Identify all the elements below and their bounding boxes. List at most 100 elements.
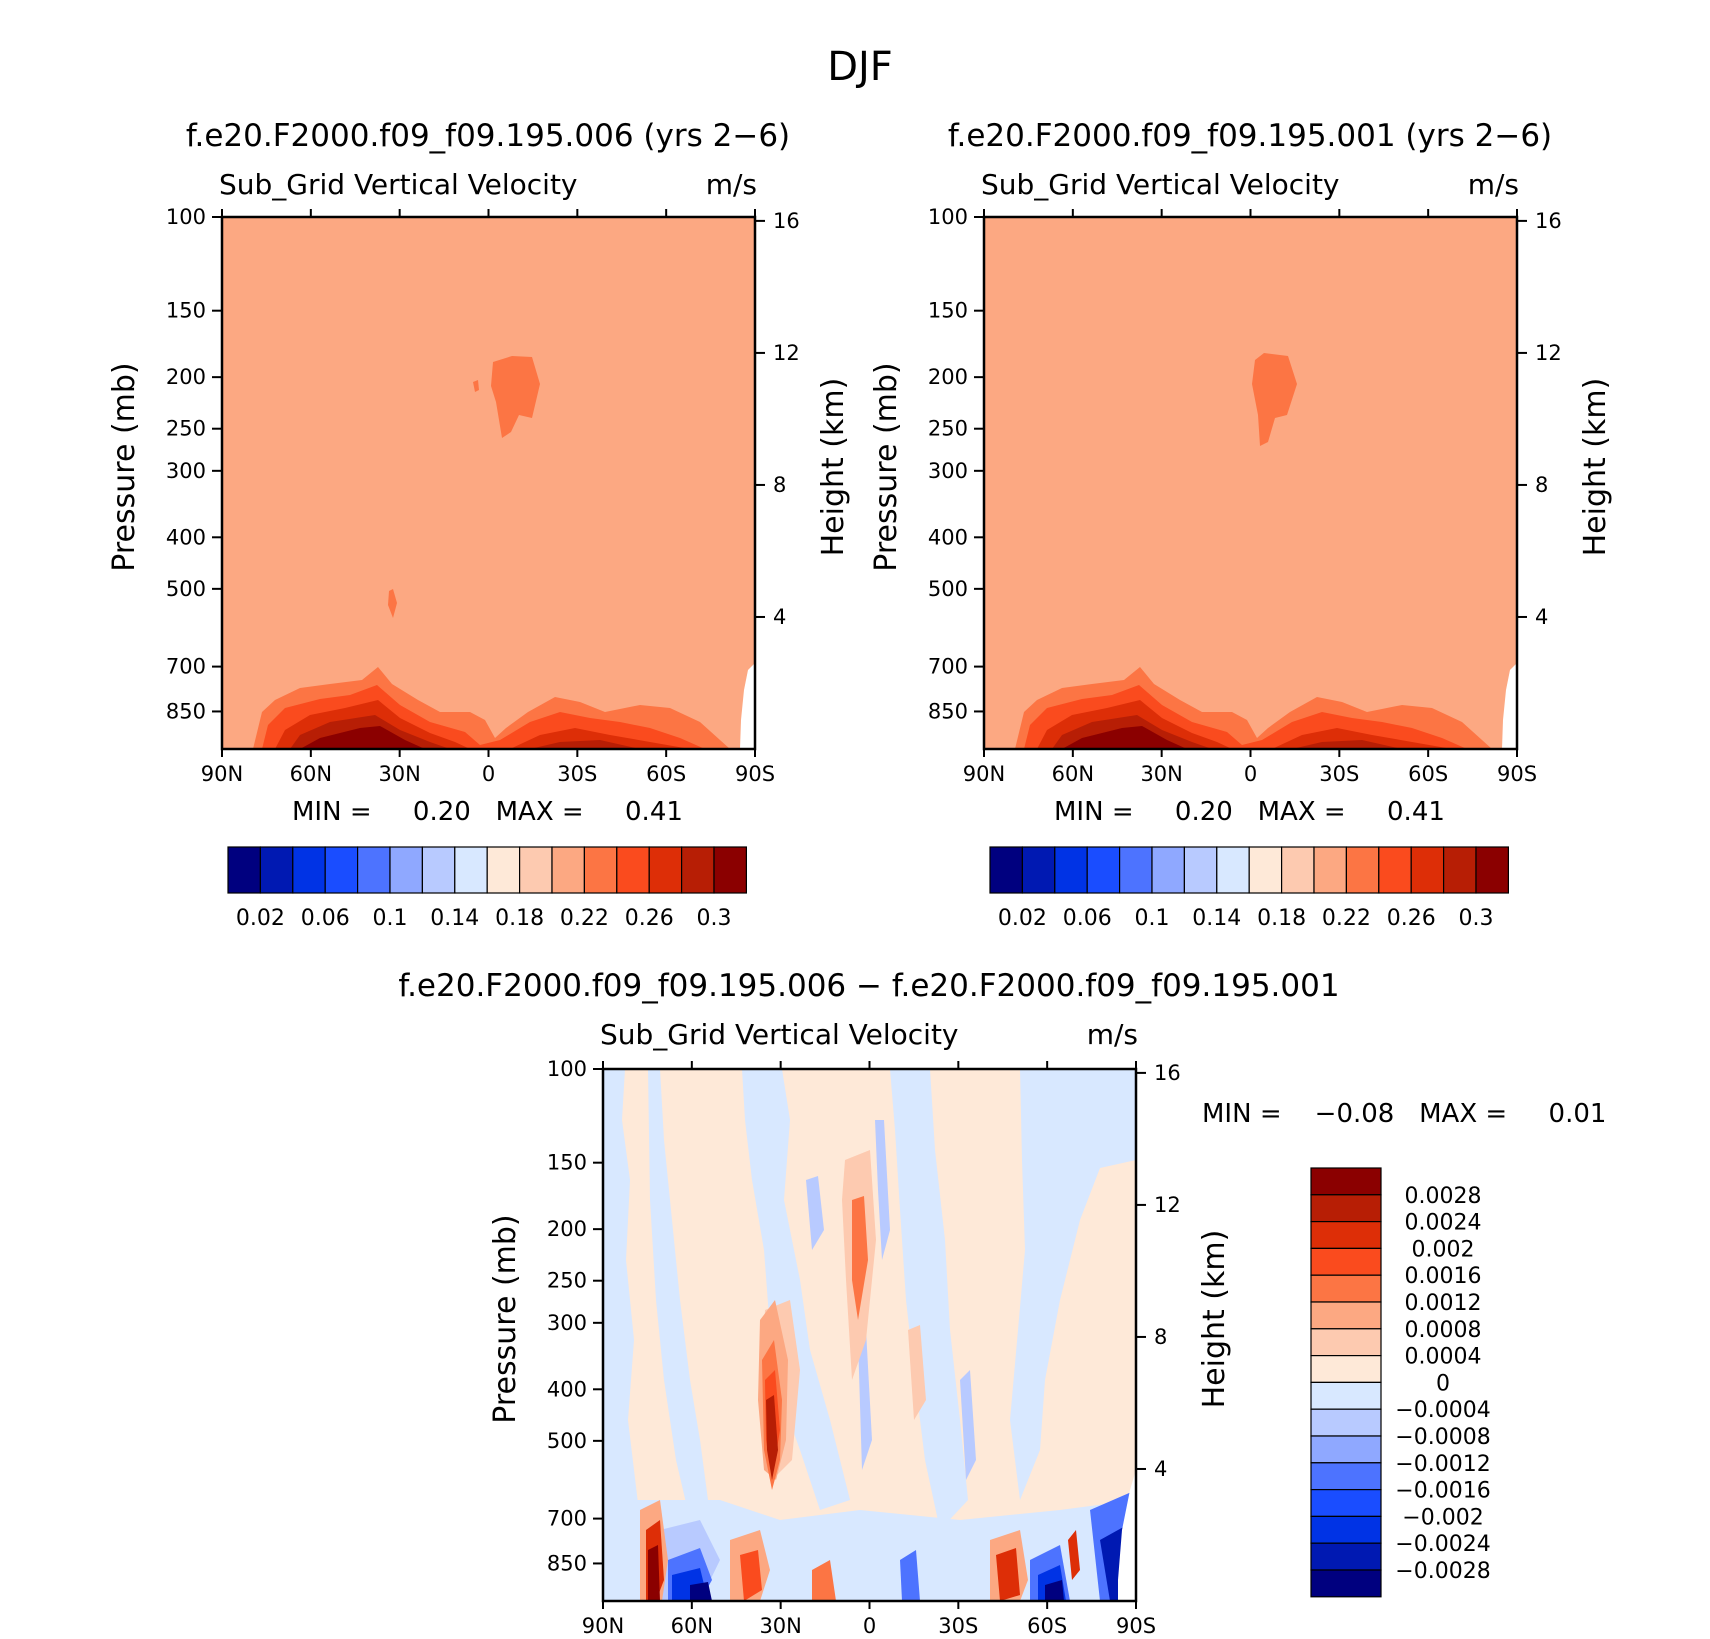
left-colorbar-swatch [357, 846, 391, 894]
right-colorbar-label: 0.14 [1192, 906, 1241, 931]
left-x-tick-label: 30N [378, 762, 420, 786]
right-colorbar-swatch [1313, 846, 1348, 894]
right-colorbar-swatch [1475, 846, 1510, 894]
diff-colorbar-swatch [1310, 1194, 1382, 1223]
diff-x-tick-label: 90N [582, 1614, 624, 1638]
diff-colorbar-swatch [1310, 1354, 1382, 1383]
diff-pos-region-7 [766, 1395, 778, 1480]
left-colorbar-swatch [486, 846, 521, 894]
diff-y2label: Height (km) [1197, 1230, 1232, 1409]
panel-left-units: m/s [706, 168, 757, 201]
diff-colorbar-label: −0.002 [1402, 1505, 1483, 1530]
diff-neg-region-20 [900, 1550, 920, 1601]
diff-y-tick-label: 500 [547, 1429, 587, 1453]
diff-neg-region-4 [890, 1069, 968, 1530]
right-x-tick-label: 30S [1319, 762, 1359, 786]
left-y2-tick-label: 4 [773, 605, 786, 629]
panel-right-axes: 90N 60N 30N 0 30S 60S 90S 100 150 200 250 300 400 500… [869, 205, 1613, 786]
right-colorbar-swatch [1248, 846, 1283, 894]
panel-right-colorbar: 0.02 0.06 0.1 0.14 0.18 0.22 0.26 0.3 [989, 846, 1510, 931]
right-y-tick-label: 850 [928, 699, 968, 723]
left-colorbar-label: 0.06 [301, 906, 350, 931]
left-ylabel: Pressure (mb) [107, 362, 142, 571]
diff-pos-region-17 [812, 1560, 836, 1601]
diff-pos-region-16 [1068, 1530, 1080, 1580]
left-x-tick-label: 60N [290, 762, 332, 786]
diff-x-tick-label: 30S [938, 1614, 978, 1638]
right-y2-tick-label: 8 [1535, 473, 1548, 497]
diff-colorbar-label: 0.0012 [1405, 1291, 1482, 1316]
left-colorbar-label: 0.18 [495, 906, 544, 931]
panel-right-units: m/s [1468, 168, 1519, 201]
left-colorbar-swatch [648, 846, 683, 894]
diff-y-tick-label: 700 [547, 1507, 587, 1531]
diff-y2-tick-label: 12 [1154, 1193, 1181, 1217]
diff-y-tick-label: 150 [547, 1151, 587, 1175]
diff-colorbar-swatch [1310, 1220, 1382, 1249]
diff-y-tick-label: 100 [547, 1057, 587, 1081]
right-y2-tick-label: 12 [1535, 341, 1562, 365]
right-y-tick-label: 250 [928, 417, 968, 441]
diff-neg-region-17 [1045, 1580, 1064, 1601]
right-colorbar-swatch [1216, 846, 1250, 894]
right-y-tick-label: 150 [928, 299, 968, 323]
diff-y2-tick-label: 8 [1154, 1325, 1167, 1349]
diff-neg-region-2 [648, 1069, 708, 1520]
left-x-tick-label: 30S [557, 762, 597, 786]
panel-left-colorbar: 0.02 0.06 0.1 0.14 0.18 0.22 0.26 0.3 [227, 846, 748, 931]
right-colorbar-swatch [1442, 846, 1477, 894]
right-x-tick-label: 60N [1052, 762, 1094, 786]
left-y-tick-label: 150 [166, 299, 206, 323]
diff-colorbar-swatch [1310, 1274, 1382, 1303]
left-y-tick-label: 100 [166, 205, 206, 229]
diff-colorbar-label: 0.002 [1412, 1237, 1475, 1262]
left-y-tick-label: 500 [166, 577, 206, 601]
diff-colorbar-swatch [1310, 1462, 1382, 1491]
left-colorbar-swatch [292, 846, 326, 894]
left-y2-tick-label: 8 [773, 473, 786, 497]
diff-colorbar-swatch [1310, 1435, 1382, 1464]
panel-left-axes: 90N 60N 30N 0 30S 60S 90S 100 150 200 250 300 400 500… [107, 205, 851, 786]
diff-x-tick-label: 60N [671, 1614, 713, 1638]
left-colorbar-label: 0.3 [697, 906, 732, 931]
right-y-tick-label: 100 [928, 205, 968, 229]
left-x-tick-label: 90S [735, 762, 775, 786]
left-y2-tick-label: 12 [773, 341, 800, 365]
diff-ylabel: Pressure (mb) [488, 1214, 523, 1423]
diff-pos-region-15 [996, 1548, 1020, 1601]
right-y-tick-label: 200 [928, 365, 968, 389]
diff-neg-region-14 [690, 1582, 712, 1601]
diff-pos-region-11 [648, 1545, 660, 1601]
diff-neg-region-7 [875, 1120, 890, 1260]
diff-colorbar-label: −0.0008 [1395, 1425, 1490, 1450]
panel-left-min-max: MIN = 0.20 MAX = 0.41 [292, 797, 683, 827]
right-colorbar-label: 0.22 [1322, 906, 1371, 931]
right-y-tick-label: 400 [928, 525, 968, 549]
panel-diff-colorbar: 0.00280.00240.0020.00160.00120.00080.000… [1310, 1167, 1491, 1598]
left-colorbar-swatch [583, 846, 618, 894]
diff-neg-region-5 [1010, 1069, 1136, 1500]
right-colorbar-swatch [989, 846, 1024, 894]
right-colorbar-swatch [1086, 846, 1121, 894]
diff-y-tick-label: 400 [547, 1377, 587, 1401]
diff-neg-region-3 [742, 1069, 850, 1510]
panel-left-variable: Sub_Grid Vertical Velocity [219, 168, 578, 201]
left-y2-tick-label: 16 [773, 209, 800, 233]
diff-colorbar-label: 0.0008 [1405, 1318, 1482, 1343]
left-x-tick-label: 60S [646, 762, 686, 786]
right-colorbar-label: 0.06 [1063, 906, 1112, 931]
diff-neg-region-1 [603, 1069, 640, 1540]
left-colorbar-swatch [713, 846, 748, 894]
left-y-tick-label: 700 [166, 655, 206, 679]
figure-title: DJF [827, 44, 893, 90]
left-colorbar-swatch [454, 846, 488, 894]
diff-neg-region-9 [960, 1370, 976, 1480]
left-y-tick-label: 850 [166, 699, 206, 723]
left-colorbar-swatch [227, 846, 262, 894]
panel-left-background-fill [222, 217, 755, 749]
panel-right-plot [984, 217, 1517, 749]
left-colorbar-label: 0.1 [373, 906, 408, 931]
panel-right-title: f.e20.F2000.f09_f09.195.001 (yrs 2−6) [948, 118, 1552, 154]
diff-y-tick-label: 200 [547, 1217, 587, 1241]
